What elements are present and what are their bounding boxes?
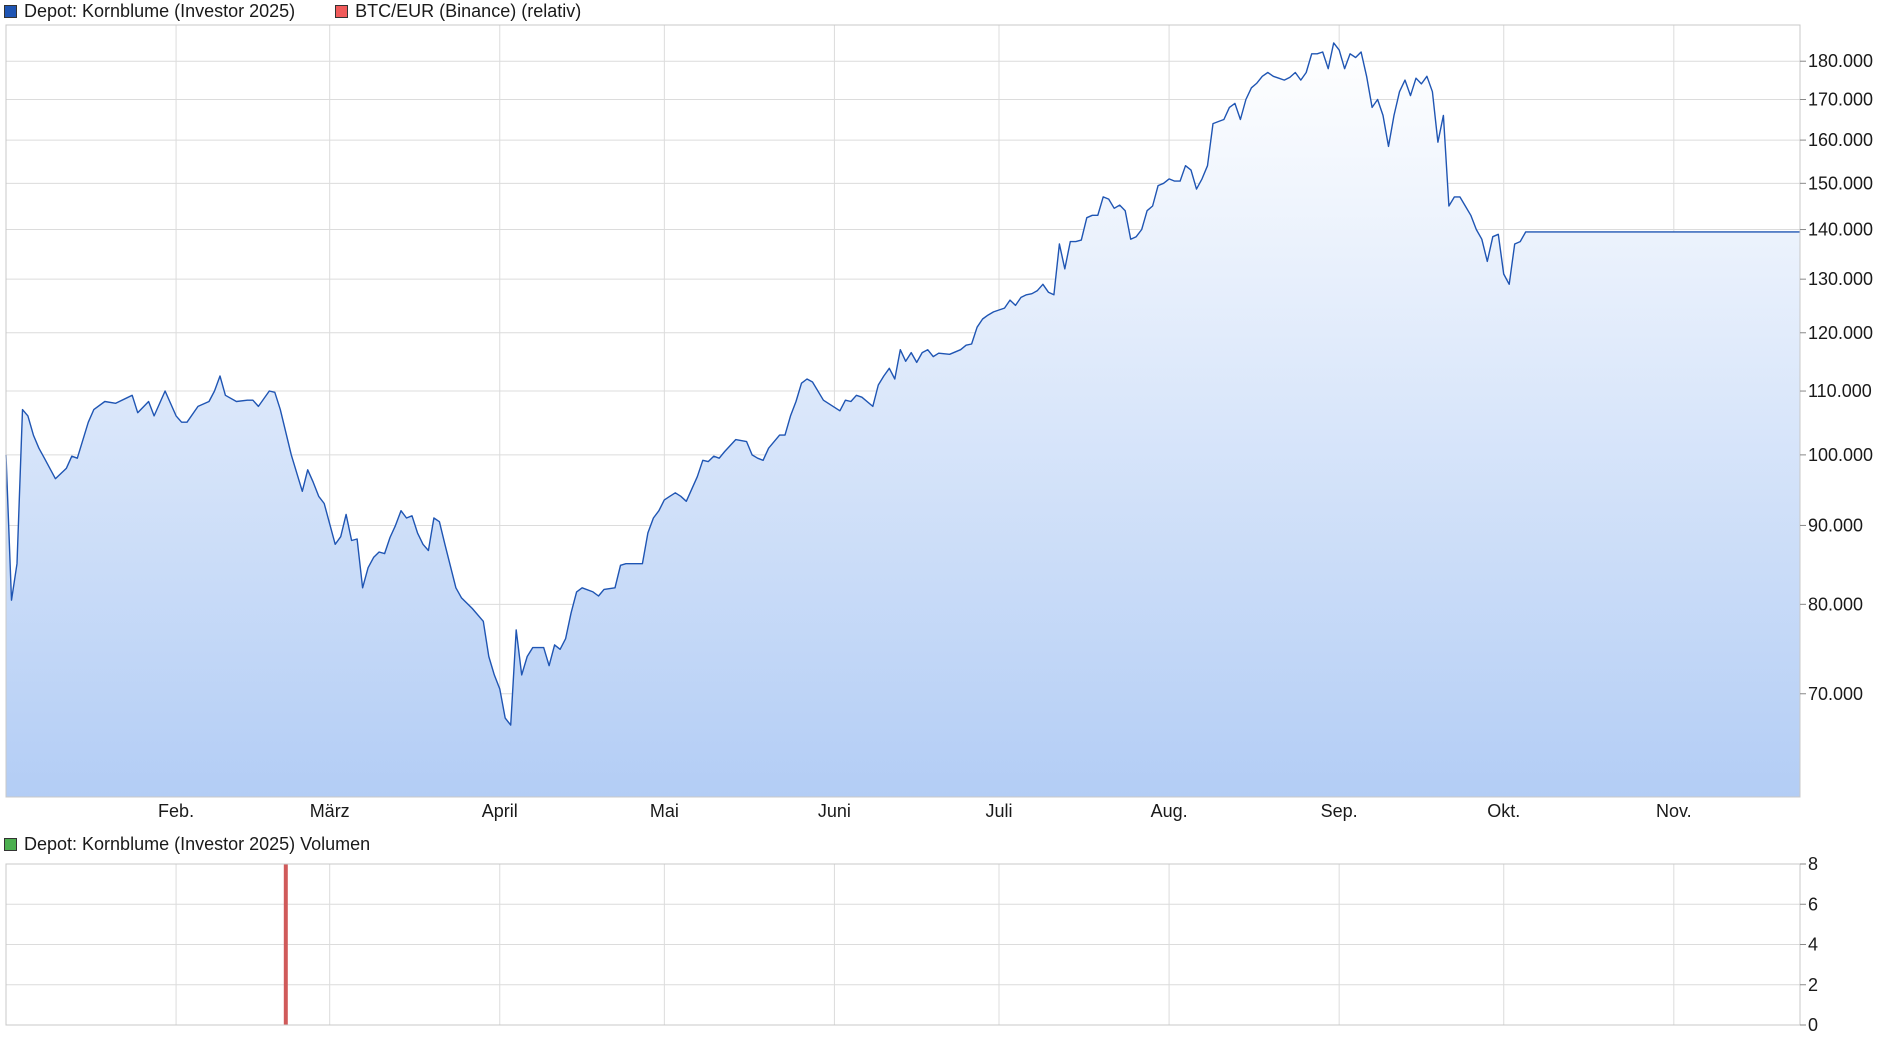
main-y-tick-label-11: 180.000	[1808, 51, 1873, 71]
legend-item-volume[interactable]: Depot: Kornblume (Investor 2025) Volumen	[4, 834, 370, 855]
main-y-tick-label-2: 90.000	[1808, 515, 1863, 535]
volume-chart-legend: Depot: Kornblume (Investor 2025) Volumen	[4, 834, 410, 855]
legend-swatch-volume	[4, 838, 17, 851]
main-chart-legend: Depot: Kornblume (Investor 2025) BTC/EUR…	[4, 1, 621, 22]
vol-y-tick-label-1: 2	[1808, 975, 1818, 995]
main-y-tick-label-3: 100.000	[1808, 445, 1873, 465]
main-y-tick-label-10: 170.000	[1808, 89, 1873, 109]
main-y-tick-label-6: 130.000	[1808, 269, 1873, 289]
legend-item-btc[interactable]: BTC/EUR (Binance) (relativ)	[335, 1, 581, 22]
legend-label-btc: BTC/EUR (Binance) (relativ)	[355, 1, 582, 21]
main-x-tick-label-0: Feb.	[158, 801, 194, 821]
main-y-tick-label-7: 140.000	[1808, 220, 1873, 240]
main-chart-y-axis: 70.000 80.000 90.000 100.000 110.000 120.000 1…	[1800, 51, 1873, 704]
main-y-tick-label-5: 120.000	[1808, 323, 1873, 343]
main-chart-x-axis: Feb. März April Mai Juni Juli Aug. Sep. Okt. Nov.	[158, 801, 1692, 821]
main-y-tick-label-4: 110.000	[1808, 381, 1872, 401]
legend-swatch-btc	[335, 5, 349, 18]
vol-y-tick-label-0: 0	[1808, 1015, 1818, 1035]
main-x-tick-label-8: Okt.	[1487, 801, 1520, 821]
volume-bar-0-0	[283, 864, 288, 1025]
main-y-tick-label-0: 70.000	[1808, 684, 1863, 704]
volume-chart-bars	[283, 864, 288, 1025]
vol-y-tick-label-4: 8	[1808, 854, 1818, 874]
volume-chart-grid	[6, 863, 1800, 1026]
main-x-tick-label-5: Juli	[986, 801, 1013, 821]
main-plot-border	[5, 24, 1801, 798]
main-y-tick-label-1: 80.000	[1808, 594, 1863, 614]
main-y-tick-label-8: 150.000	[1808, 173, 1873, 193]
main-x-tick-label-1: März	[310, 801, 350, 821]
series-area-0	[6, 42, 1800, 797]
volume-chart-y-axis: 0 2 4 6 8	[1800, 854, 1818, 1035]
series-line-0	[5, 42, 1800, 726]
main-x-tick-label-9: Nov.	[1656, 801, 1692, 821]
legend-item-depot[interactable]: Depot: Kornblume (Investor 2025)	[4, 1, 295, 22]
main-x-tick-label-6: Aug.	[1151, 801, 1188, 821]
main-y-tick-label-9: 160.000	[1808, 130, 1873, 150]
main-chart-frame	[5, 24, 1801, 798]
legend-label-depot: Depot: Kornblume (Investor 2025)	[24, 1, 296, 21]
legend-label-volume: Depot: Kornblume (Investor 2025) Volumen	[24, 834, 371, 854]
legend-swatch-depot	[4, 5, 17, 18]
main-chart-lines-layer	[5, 42, 1800, 726]
main-x-tick-label-3: Mai	[650, 801, 679, 821]
vol-y-tick-label-2: 4	[1808, 935, 1818, 955]
main-x-tick-label-4: Juni	[818, 801, 851, 821]
vol-y-tick-label-3: 6	[1808, 894, 1818, 914]
main-x-tick-label-2: April	[482, 801, 518, 821]
main-chart-area-layer	[6, 42, 1800, 797]
main-x-tick-label-7: Sep.	[1321, 801, 1358, 821]
